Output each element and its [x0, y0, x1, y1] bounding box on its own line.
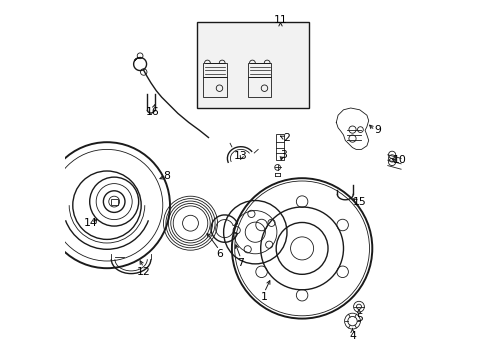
Bar [276, 134, 284, 160]
Text: 9: 9 [373, 125, 380, 135]
Bar [111, 199, 118, 205]
Text: 3: 3 [279, 150, 286, 160]
Text: 10: 10 [391, 155, 406, 165]
Text: 2: 2 [283, 132, 290, 143]
Bar [247, 77, 271, 97]
Text: 16: 16 [145, 107, 159, 117]
Text: 14: 14 [83, 218, 97, 228]
Text: 1: 1 [260, 292, 267, 302]
Text: 6: 6 [215, 249, 222, 259]
Bar [203, 63, 226, 77]
Text: 4: 4 [348, 330, 355, 341]
Text: 8: 8 [163, 171, 170, 181]
Bar [203, 77, 226, 97]
Text: 5: 5 [356, 312, 363, 323]
Text: 13: 13 [234, 150, 247, 161]
Text: 7: 7 [237, 258, 244, 268]
Text: 15: 15 [352, 197, 366, 207]
Text: 12: 12 [137, 267, 150, 277]
Text: 11: 11 [273, 15, 287, 25]
Bar [197, 22, 308, 108]
Bar [247, 63, 271, 77]
